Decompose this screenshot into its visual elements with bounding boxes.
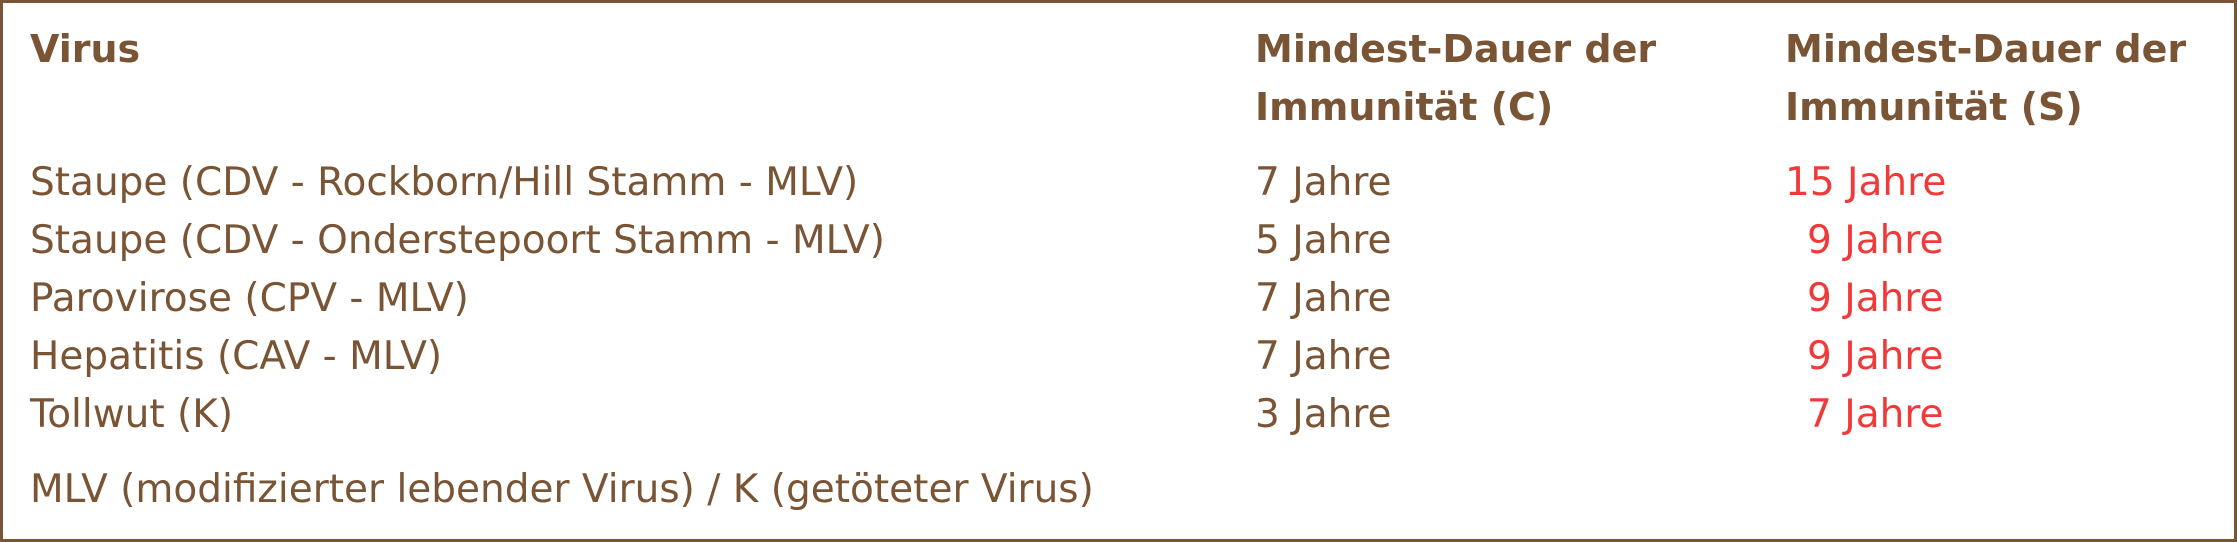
header-s-line2: Immunität (S) [1785, 85, 2083, 129]
header-c-line1: Mindest-Dauer der [1255, 27, 1657, 71]
virus-name: Tollwut (K) [30, 392, 234, 437]
duration-s: 15 Jahre [1785, 160, 1947, 205]
footnote: MLV (modifizierter lebender Virus) / K (… [30, 467, 1094, 512]
header-c-line2: Immunität (C) [1255, 85, 1554, 129]
virus-name: Staupe (CDV - Rockborn/Hill Stamm - MLV) [30, 160, 859, 205]
duration-s: 9 Jahre [1807, 218, 1944, 263]
duration-c: 5 Jahre [1255, 218, 1392, 263]
virus-name: Parovirose (CPV - MLV) [30, 276, 469, 321]
duration-c: 7 Jahre [1255, 334, 1392, 379]
virus-name: Staupe (CDV - Onderstepoort Stamm - MLV) [30, 218, 885, 263]
duration-c: 3 Jahre [1255, 392, 1392, 437]
virus-name: Hepatitis (CAV - MLV) [30, 334, 443, 379]
duration-s: 9 Jahre [1807, 276, 1944, 321]
header-virus: Virus [30, 27, 141, 71]
duration-s: 7 Jahre [1807, 392, 1944, 437]
duration-c: 7 Jahre [1255, 160, 1392, 205]
duration-c: 7 Jahre [1255, 276, 1392, 321]
header-s-line1: Mindest-Dauer der [1785, 27, 2187, 71]
duration-s: 9 Jahre [1807, 334, 1944, 379]
